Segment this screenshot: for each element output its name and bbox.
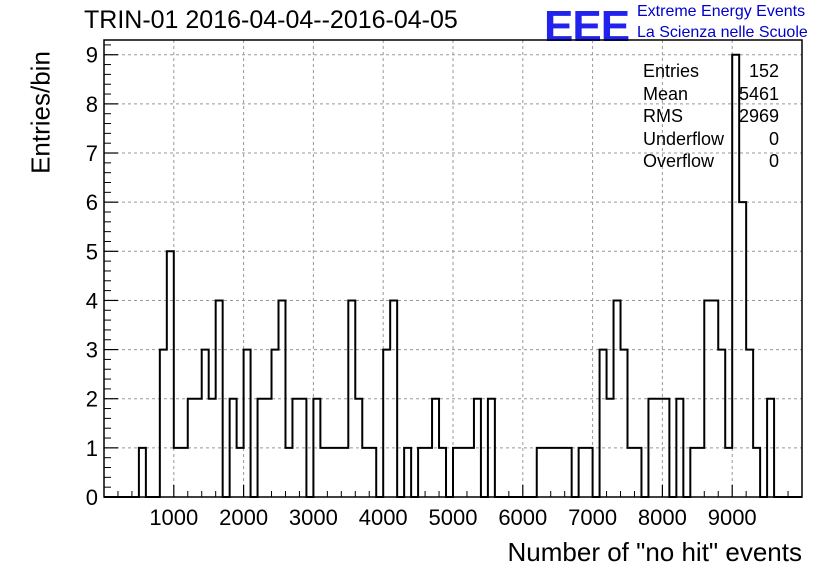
stats-value: 0 (768, 128, 779, 149)
logo-line-2: La Scienza nelle Scuole (637, 24, 808, 41)
y-tick-label: 3 (86, 338, 98, 363)
x-tick-label: 7000 (568, 505, 617, 530)
stats-label: Entries (643, 61, 700, 81)
x-tick-label: 1000 (149, 505, 198, 530)
x-tick-label: 4000 (359, 505, 408, 530)
stats-value: 5461 (738, 83, 779, 104)
stats-value: 2969 (738, 106, 779, 126)
y-tick-label: 8 (86, 92, 98, 117)
y-tick-label: 4 (86, 288, 98, 313)
stats-label: Mean (643, 83, 689, 104)
stats-label: RMS (643, 106, 683, 126)
x-tick-label: 6000 (498, 505, 547, 530)
y-tick-label: 6 (86, 190, 98, 215)
stats-label: Overflow (643, 151, 715, 171)
stats-box: Entries 152 Mean 5461 RMS 2969 Underflow… (643, 60, 779, 173)
logo-line-1: Extreme Energy Events (637, 3, 806, 20)
stats-label: Underflow (643, 128, 725, 149)
y-tick-label: 1 (86, 436, 98, 461)
stats-row-entries: Entries 152 (643, 60, 779, 83)
y-tick-label: 7 (86, 141, 98, 166)
x-axis-label: Number of "no hit" events (507, 537, 803, 567)
stats-value: 0 (768, 151, 779, 171)
x-tick-label: 9000 (708, 505, 757, 530)
y-tick-label: 5 (86, 239, 98, 264)
chart-title: TRIN-01 2016-04-04--2016-04-05 (84, 6, 458, 34)
y-tick-label: 0 (86, 485, 98, 510)
x-tick-label: 5000 (429, 505, 478, 530)
stats-row-mean: Mean 5461 (643, 83, 779, 106)
x-tick-label: 2000 (219, 505, 268, 530)
axis-ticks: 1000 2000 3000 4000 5000 6000 7000 8000 9000 0 1 2 3… (86, 43, 789, 530)
stats-row-underflow: Underflow 0 (643, 128, 779, 151)
eee-logo: EEE (544, 2, 630, 51)
stats-row-overflow: Overflow 0 (643, 150, 779, 173)
stats-row-rms: RMS 2969 (643, 105, 779, 128)
stats-value: 152 (748, 61, 779, 81)
y-tick-label: 9 (86, 43, 98, 68)
x-tick-label: 8000 (638, 505, 687, 530)
y-tick-label: 2 (86, 387, 98, 412)
x-tick-label: 3000 (289, 505, 338, 530)
